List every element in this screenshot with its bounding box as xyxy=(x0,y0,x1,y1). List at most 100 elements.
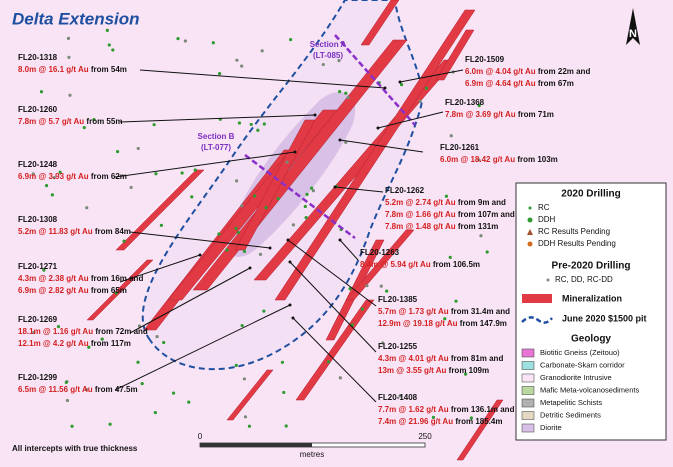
collar xyxy=(56,325,61,329)
hole-id: FL20-1408 xyxy=(378,393,418,402)
legend-label: Mineralization xyxy=(562,293,622,303)
leader-line xyxy=(339,139,424,153)
legend-label: Metapelitic Schists xyxy=(540,398,602,407)
collar xyxy=(183,39,187,43)
collar xyxy=(235,58,239,62)
collar xyxy=(449,134,453,138)
intercept-depth: from 55m xyxy=(86,117,122,126)
leader-head xyxy=(291,316,295,320)
intercept-grade: 13m @ 3.55 g/t Au xyxy=(378,366,447,375)
collar xyxy=(365,284,369,288)
collar xyxy=(282,390,286,395)
leader-head xyxy=(268,246,272,250)
collar xyxy=(31,172,35,176)
collar xyxy=(344,91,348,95)
leader-head xyxy=(288,260,292,264)
scale-label: 250 xyxy=(418,432,432,441)
mineralization-strip xyxy=(115,169,205,251)
collar xyxy=(162,340,166,345)
scale-label: 0 xyxy=(198,432,203,441)
collar xyxy=(305,192,309,196)
intercept-depth: from 62m xyxy=(91,172,127,181)
legend-swatch xyxy=(521,348,535,358)
leader-head xyxy=(198,253,202,257)
leader-head xyxy=(338,138,342,142)
legend-label: Granodiorite Intrusive xyxy=(540,373,612,382)
collar xyxy=(159,223,163,227)
collar xyxy=(253,194,257,198)
leader-line xyxy=(129,231,271,249)
hole-id: FL20-1261 xyxy=(440,143,480,152)
mineralization-strip xyxy=(435,29,475,81)
intercept-depth: from 71m xyxy=(518,110,554,119)
leader-line xyxy=(114,151,296,178)
collar xyxy=(155,335,159,339)
collar xyxy=(304,216,308,220)
collar xyxy=(385,289,389,293)
legend-heading: Pre-2020 Drilling xyxy=(552,261,631,272)
collar xyxy=(289,38,293,42)
legend: 2020 Drilling RC DDH RC Results Pending DDH … xyxy=(515,182,667,441)
section-line xyxy=(334,34,416,126)
intercept-grade: 8.0m @ 16.1 g/t Au xyxy=(18,65,89,74)
collar xyxy=(240,323,244,328)
intercept-depth: from 103m xyxy=(517,155,557,164)
collar xyxy=(84,387,89,392)
leader-line xyxy=(114,304,291,391)
collar xyxy=(424,86,428,90)
collar xyxy=(39,90,44,94)
collar xyxy=(70,424,74,428)
collar xyxy=(153,410,157,415)
intercept: 6.0m @ 18.42 g/t Au from 103m xyxy=(440,155,558,164)
intercept-grade: 6.5m @ 11.56 g/t Au xyxy=(18,385,93,394)
intercept: 5.2m @ 11.83 g/t Au from 84m xyxy=(18,227,131,236)
north-arrow: N xyxy=(626,8,640,45)
hole-id: FL20-1262 xyxy=(385,186,425,195)
collar xyxy=(398,394,402,398)
intercept-grade: 6.0m @ 4.04 g/t Au xyxy=(465,67,536,76)
collar xyxy=(285,160,289,164)
hole-id: FL20-1299 xyxy=(18,373,58,382)
collar xyxy=(479,234,483,238)
collar xyxy=(67,55,71,59)
intercept-grade: 6.9m @ 3.93 g/t Au xyxy=(18,172,89,181)
intercept-grade: 6.9m @ 2.82 g/t Au xyxy=(18,286,89,295)
intercept: 8.4m @ 5.94 g/t Au from 106.5m xyxy=(360,260,480,269)
intercept: 6.9m @ 4.64 g/t Au from 67m xyxy=(465,79,574,88)
collar xyxy=(264,206,268,210)
intercept-depth: from 16m and xyxy=(91,274,144,283)
leader-line xyxy=(334,186,384,193)
collar xyxy=(350,323,354,327)
section-label: (LT-085) xyxy=(313,51,343,60)
collar xyxy=(469,416,473,420)
legend-swatch xyxy=(521,386,535,395)
leader-head xyxy=(248,266,252,270)
intercept-depth: from 106.5m xyxy=(433,260,480,269)
collar xyxy=(44,183,49,188)
intercept: 18.1m @ 1.16 g/t Au from 72m and xyxy=(18,327,148,336)
legend-label: Carbonate-Skarn corridor xyxy=(540,360,625,369)
collar xyxy=(240,204,244,208)
hole-id: FL20-1248 xyxy=(18,160,58,169)
collar xyxy=(85,206,89,210)
collar xyxy=(303,204,307,209)
collar xyxy=(42,268,46,272)
legend-label: RC, DD, RC-DD xyxy=(555,275,613,284)
leader-line xyxy=(119,114,316,123)
leader-head xyxy=(333,185,337,189)
section-label: Section B xyxy=(198,132,235,141)
scale-bar-fill xyxy=(200,443,312,447)
collar xyxy=(443,317,447,321)
leader-line xyxy=(119,254,201,283)
collar xyxy=(348,287,352,291)
leader-line xyxy=(289,261,377,353)
hole-id: FL20-1308 xyxy=(18,215,58,224)
collar xyxy=(338,376,342,380)
collar xyxy=(258,252,263,256)
intercept: 6.9m @ 3.93 g/t Au from 62m xyxy=(18,172,127,181)
legend-symbol xyxy=(522,294,552,303)
collar xyxy=(448,255,452,259)
intercept-depth: from 22m and xyxy=(538,67,591,76)
intercept: 7.4m @ 21.96 g/t Au from 185.4m xyxy=(378,417,502,426)
collar xyxy=(237,121,242,125)
